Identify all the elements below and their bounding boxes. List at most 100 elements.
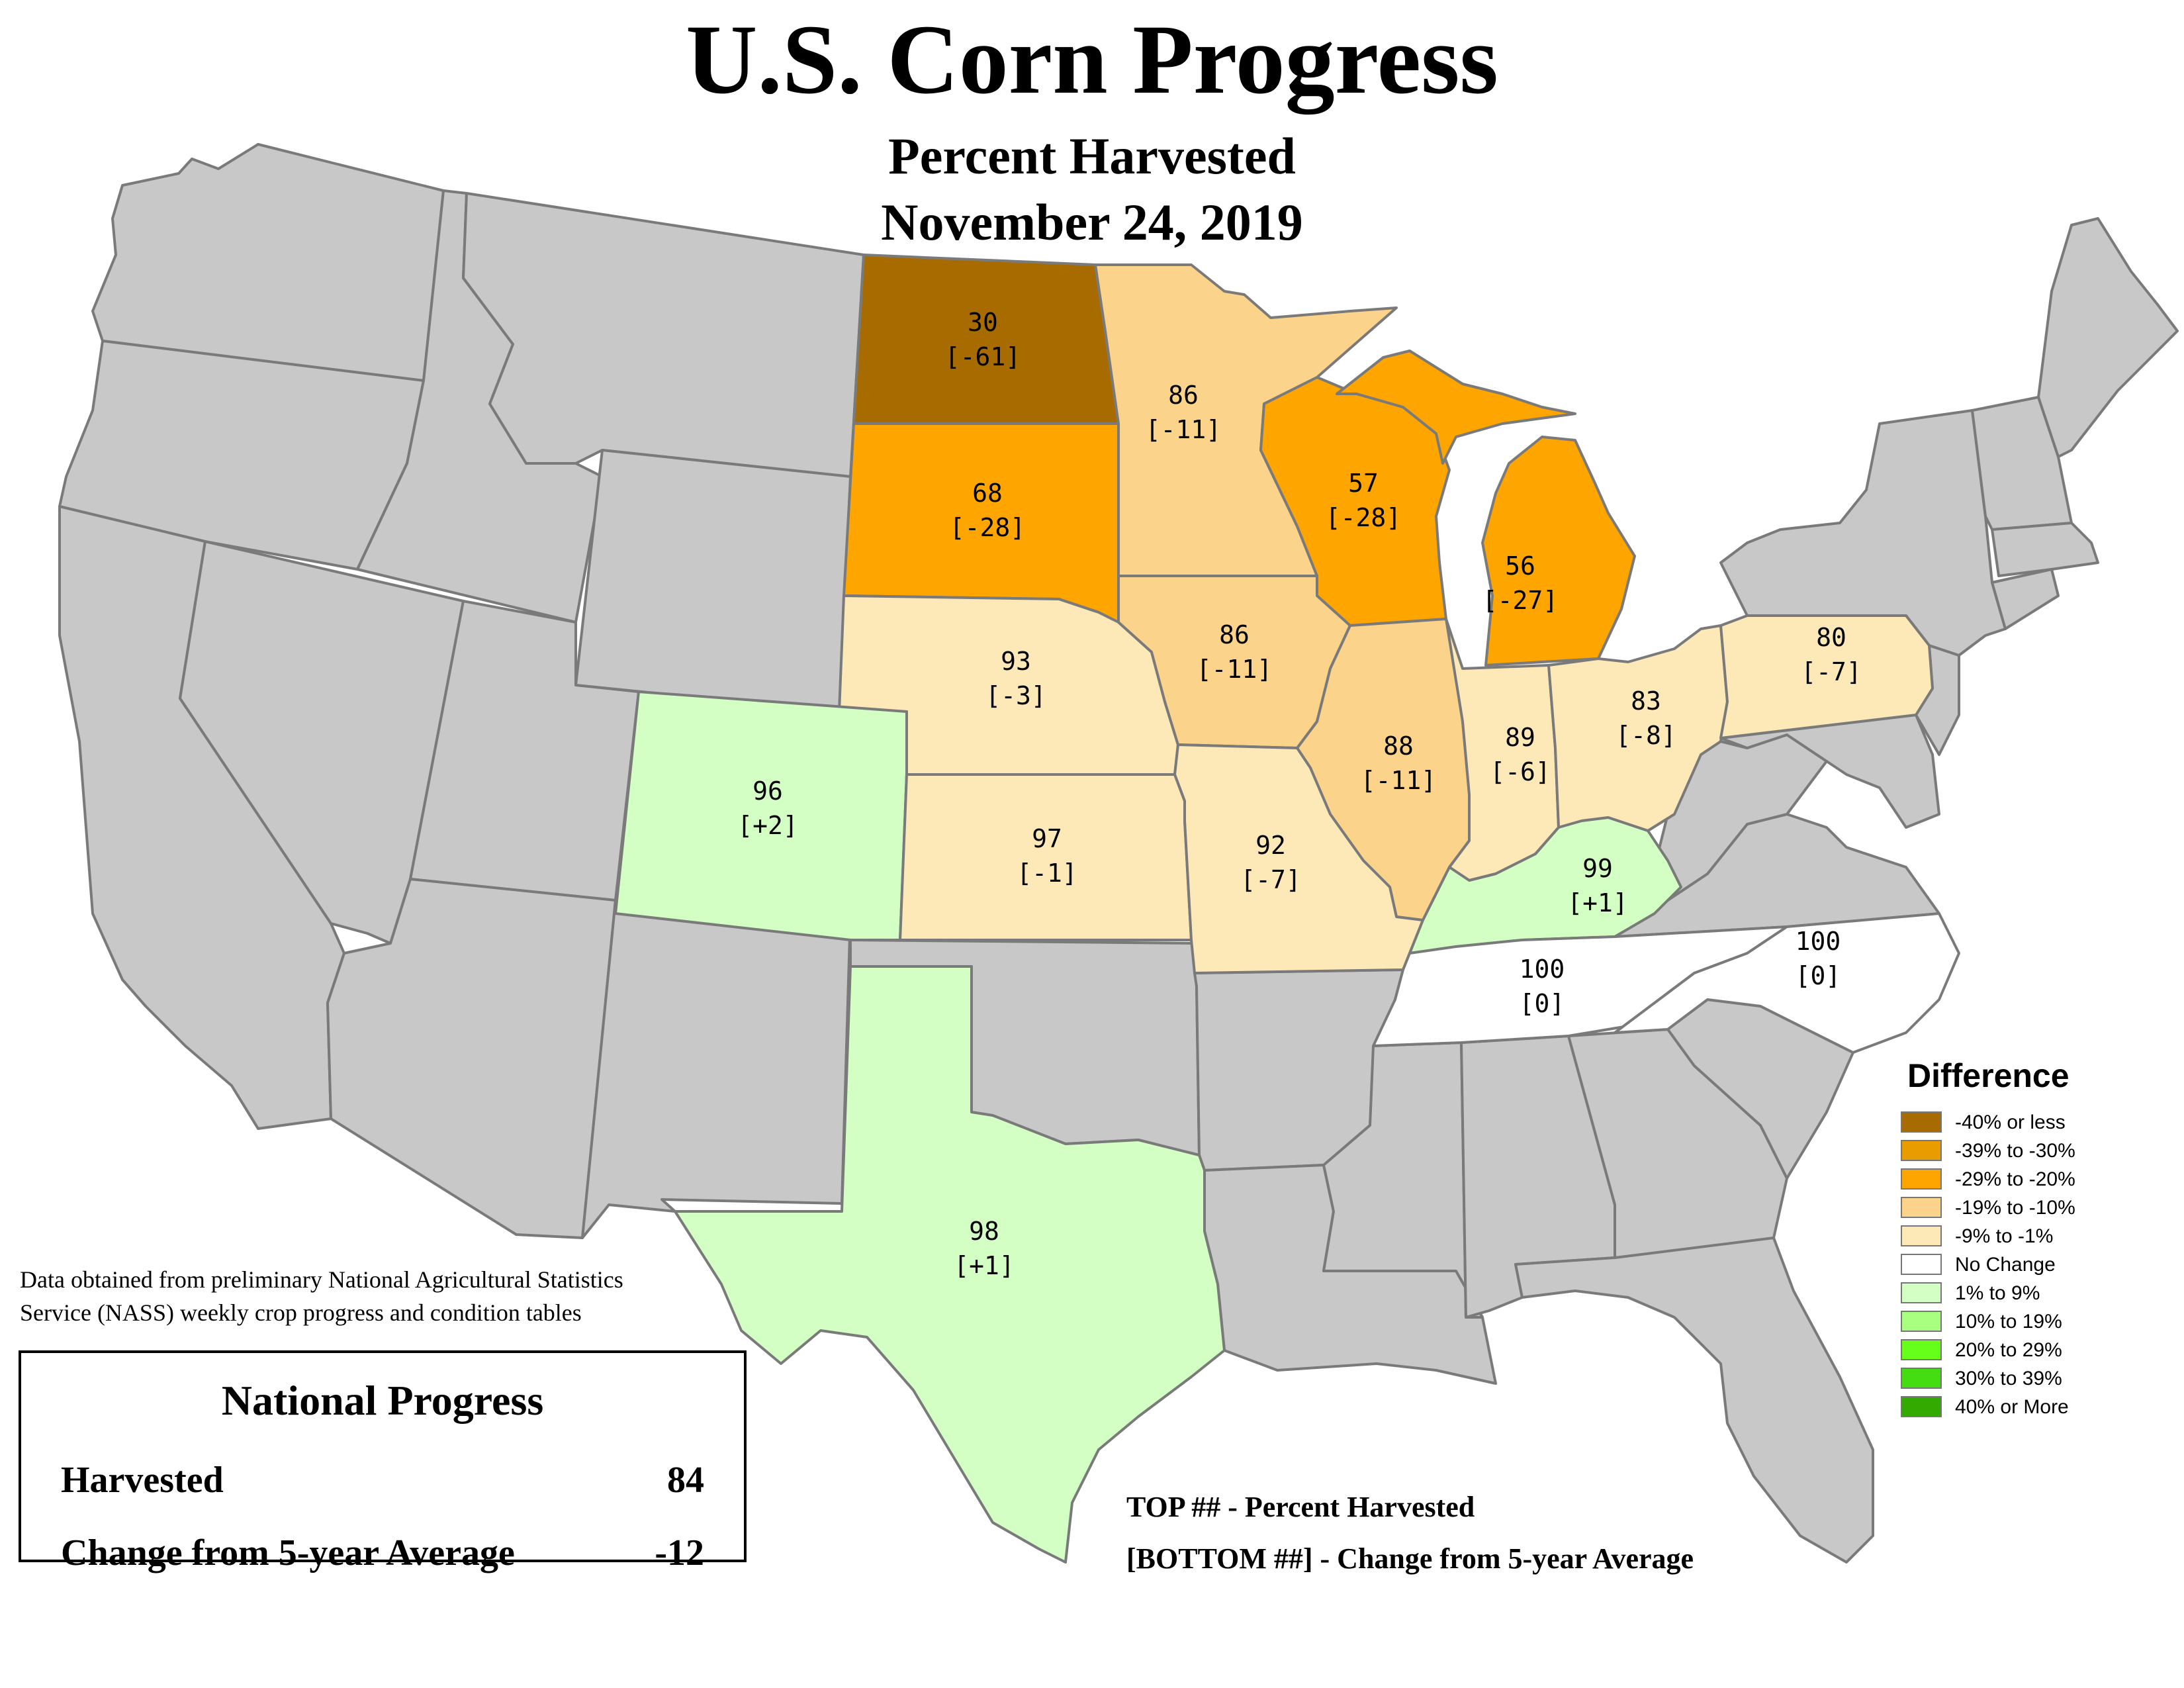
state-maine [2037, 217, 2179, 458]
state-change-label: [-7] [1240, 865, 1301, 894]
state-percent-label: 86 [1219, 620, 1250, 649]
legend: Difference -40% or less -39% to -30% -29% … [1901, 1056, 2165, 1423]
state-pennsylvania [1719, 614, 1934, 739]
legend-swatch [1901, 1225, 1942, 1246]
source-note-line: Service (NASS) weekly crop progress and … [20, 1299, 582, 1326]
state-connecticut [1991, 568, 2060, 630]
state-michigan [1336, 350, 1636, 667]
state-percent-label: 98 [969, 1217, 999, 1246]
state-percent-label: 89 [1505, 723, 1535, 752]
legend-label: -9% to -1% [1955, 1225, 2054, 1247]
state-change-label: [-6] [1490, 757, 1551, 786]
legend-items: -40% or less -39% to -30% -29% to -20% -19%… [1901, 1109, 2165, 1423]
legend-swatch [1901, 1168, 1942, 1190]
change-label: Change from 5-year Average [61, 1532, 515, 1573]
state-change-label: [-28] [950, 513, 1025, 542]
legend-label: -19% to -10% [1955, 1197, 2075, 1219]
legend-item: 30% to 39% [1901, 1366, 2165, 1394]
legend-item: 1% to 9% [1901, 1280, 2165, 1309]
state-change-label: [-28] [1326, 503, 1401, 532]
state-percent-label: 93 [1001, 647, 1031, 676]
state-north-dakota [852, 254, 1120, 425]
legend-label: 1% to 9% [1955, 1282, 2040, 1304]
state-change-label: [-3] [985, 681, 1046, 710]
state-percent-label: 56 [1505, 551, 1535, 581]
state-percent-label: 86 [1168, 381, 1199, 410]
legend-label: No Change [1955, 1254, 2056, 1276]
legend-item: -9% to -1% [1901, 1223, 2165, 1252]
harvested-value: 84 [667, 1460, 704, 1501]
national-progress-box: National Progress Harvested 84 Change fr… [19, 1350, 747, 1573]
state-change-label: [-11] [1361, 766, 1436, 795]
legend-swatch [1901, 1282, 1942, 1303]
state-change-label: [+1] [954, 1251, 1015, 1280]
state-value-labels: 30 [-61] 86 [-11] 68 [-28] 57 [-28] 56 [-27] 93 [-3… [737, 308, 1862, 1280]
legend-swatch [1901, 1140, 1942, 1161]
state-change-label: [-1] [1017, 859, 1077, 888]
source-note: Data obtained from preliminary National … [20, 1263, 774, 1329]
legend-swatch [1901, 1197, 1942, 1218]
legend-swatch [1901, 1339, 1942, 1360]
state-percent-label: 96 [752, 776, 783, 806]
legend-item: -40% or less [1901, 1109, 2165, 1138]
state-wyoming [574, 449, 852, 713]
legend-item: 10% to 19% [1901, 1309, 2165, 1337]
legend-label: 20% to 29% [1955, 1339, 2062, 1361]
state-percent-label: 88 [1383, 731, 1414, 761]
legend-title: Difference [1907, 1057, 2070, 1094]
state-change-label: [+1] [1567, 888, 1628, 917]
map-title: U.S. Corn Progress [686, 5, 1498, 115]
state-percent-label: 100 [1520, 955, 1565, 984]
state-change-label: [+2] [737, 811, 798, 840]
legend-swatch [1901, 1111, 1942, 1133]
legend-item: -39% to -30% [1901, 1138, 2165, 1166]
state-percent-label: 99 [1582, 854, 1613, 883]
legend-label: -40% or less [1955, 1111, 2066, 1133]
state-percent-label: 80 [1816, 623, 1846, 652]
legend-swatch [1901, 1254, 1942, 1275]
legend-item: -29% to -20% [1901, 1166, 2165, 1195]
state-change-label: [-8] [1615, 721, 1676, 750]
reported-states [614, 254, 1960, 1564]
state-north-carolina [1614, 912, 1960, 1054]
change-value: -12 [655, 1532, 704, 1573]
state-change-label: [-27] [1482, 586, 1558, 615]
no-data-states [58, 143, 2179, 1564]
state-percent-label: 92 [1255, 831, 1286, 860]
national-progress-title: National Progress [221, 1377, 544, 1424]
legend-item: 20% to 29% [1901, 1337, 2165, 1366]
state-percent-label: 57 [1348, 469, 1379, 498]
source-note-line: Data obtained from preliminary National … [20, 1266, 623, 1293]
state-change-label: [-61] [945, 342, 1021, 371]
legend-swatch [1901, 1368, 1942, 1389]
state-percent-label: 83 [1631, 686, 1661, 716]
label-key-bottom: [BOTTOM ##] - Change from 5-year Average [1126, 1542, 1694, 1575]
legend-item: No Change [1901, 1252, 2165, 1280]
state-kansas [899, 773, 1193, 941]
map-subtitle: Percent Harvested [888, 127, 1296, 185]
state-new-mexico [581, 899, 852, 1239]
state-change-label: [-11] [1146, 415, 1221, 444]
state-maryland [1719, 714, 1940, 829]
state-percent-label: 68 [972, 479, 1003, 508]
label-key-top: TOP ## - Percent Harvested [1126, 1491, 1475, 1523]
legend-label: 10% to 19% [1955, 1311, 2062, 1333]
legend-label: 40% or More [1955, 1396, 2069, 1418]
state-percent-label: 30 [968, 308, 998, 337]
legend-item: -19% to -10% [1901, 1195, 2165, 1223]
state-massachusetts [1991, 522, 2099, 577]
state-change-label: [-7] [1801, 657, 1862, 686]
label-key: TOP ## - Percent Harvested [BOTTOM ##] -… [1126, 1481, 1694, 1585]
legend-label: -29% to -20% [1955, 1168, 2075, 1190]
legend-swatch [1901, 1311, 1942, 1332]
state-percent-label: 100 [1796, 927, 1841, 956]
legend-label: 30% to 39% [1955, 1368, 2062, 1389]
state-texas [674, 965, 1226, 1564]
legend-item: 40% or More [1901, 1394, 2165, 1423]
legend-label: -39% to -30% [1955, 1140, 2075, 1162]
state-change-label: [-11] [1197, 655, 1272, 684]
state-change-label: [0] [1796, 961, 1841, 990]
harvested-label: Harvested [61, 1460, 224, 1501]
state-percent-label: 97 [1032, 824, 1062, 853]
state-change-label: [0] [1520, 989, 1565, 1018]
